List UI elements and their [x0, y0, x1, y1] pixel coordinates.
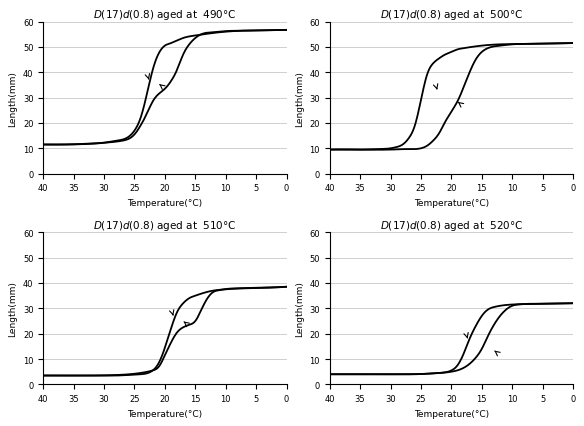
X-axis label: Temperature(°C): Temperature(°C) [414, 409, 489, 417]
Y-axis label: Length(mm): Length(mm) [295, 70, 304, 126]
X-axis label: Temperature(°C): Temperature(°C) [127, 199, 203, 207]
X-axis label: Temperature(°C): Temperature(°C) [414, 199, 489, 207]
Y-axis label: Length(mm): Length(mm) [8, 70, 18, 126]
Title: $\mathit{D}(17)\mathit{d}(0.8)$ aged at  490°C: $\mathit{D}(17)\mathit{d}(0.8)$ aged at … [93, 9, 237, 22]
Y-axis label: Length(mm): Length(mm) [8, 281, 18, 337]
Y-axis label: Length(mm): Length(mm) [295, 281, 304, 337]
X-axis label: Temperature(°C): Temperature(°C) [127, 409, 203, 417]
Title: $\mathit{D}(17)\mathit{d}(0.8)$ aged at  510°C: $\mathit{D}(17)\mathit{d}(0.8)$ aged at … [93, 219, 237, 233]
Title: $\mathit{D}(17)\mathit{d}(0.8)$ aged at  500°C: $\mathit{D}(17)\mathit{d}(0.8)$ aged at … [380, 9, 523, 22]
Title: $\mathit{D}(17)\mathit{d}(0.8)$ aged at  520°C: $\mathit{D}(17)\mathit{d}(0.8)$ aged at … [380, 219, 523, 233]
